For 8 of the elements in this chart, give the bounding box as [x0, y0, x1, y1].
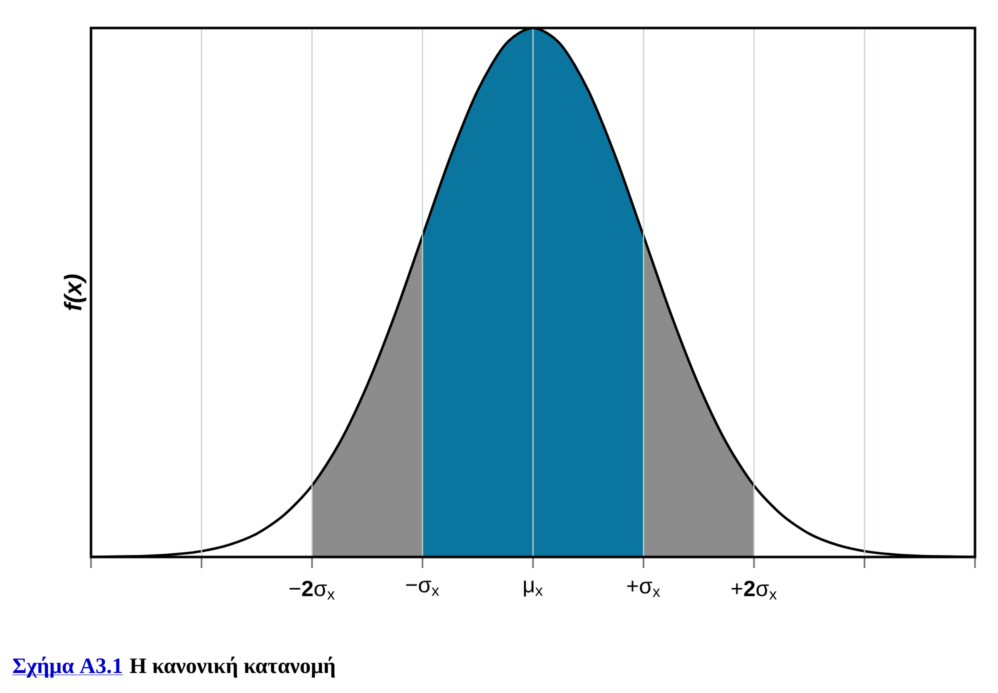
x-tick-label: +σ$_{x}$ [627, 580, 660, 597]
x-tick-label: +2σ$_{x}$ [732, 580, 777, 600]
text: Σχήμα A3.1 [12, 656, 122, 678]
x-tick-label: −σ$_{x}$ [406, 580, 440, 596]
y-axis-title: f(x) [64, 274, 86, 310]
text: Η κανονική κατανομή [130, 656, 335, 678]
x-tick-label: μ$_{x}$ [524, 580, 543, 597]
x-tick-label: −2σ$_{x}$ [290, 580, 335, 600]
